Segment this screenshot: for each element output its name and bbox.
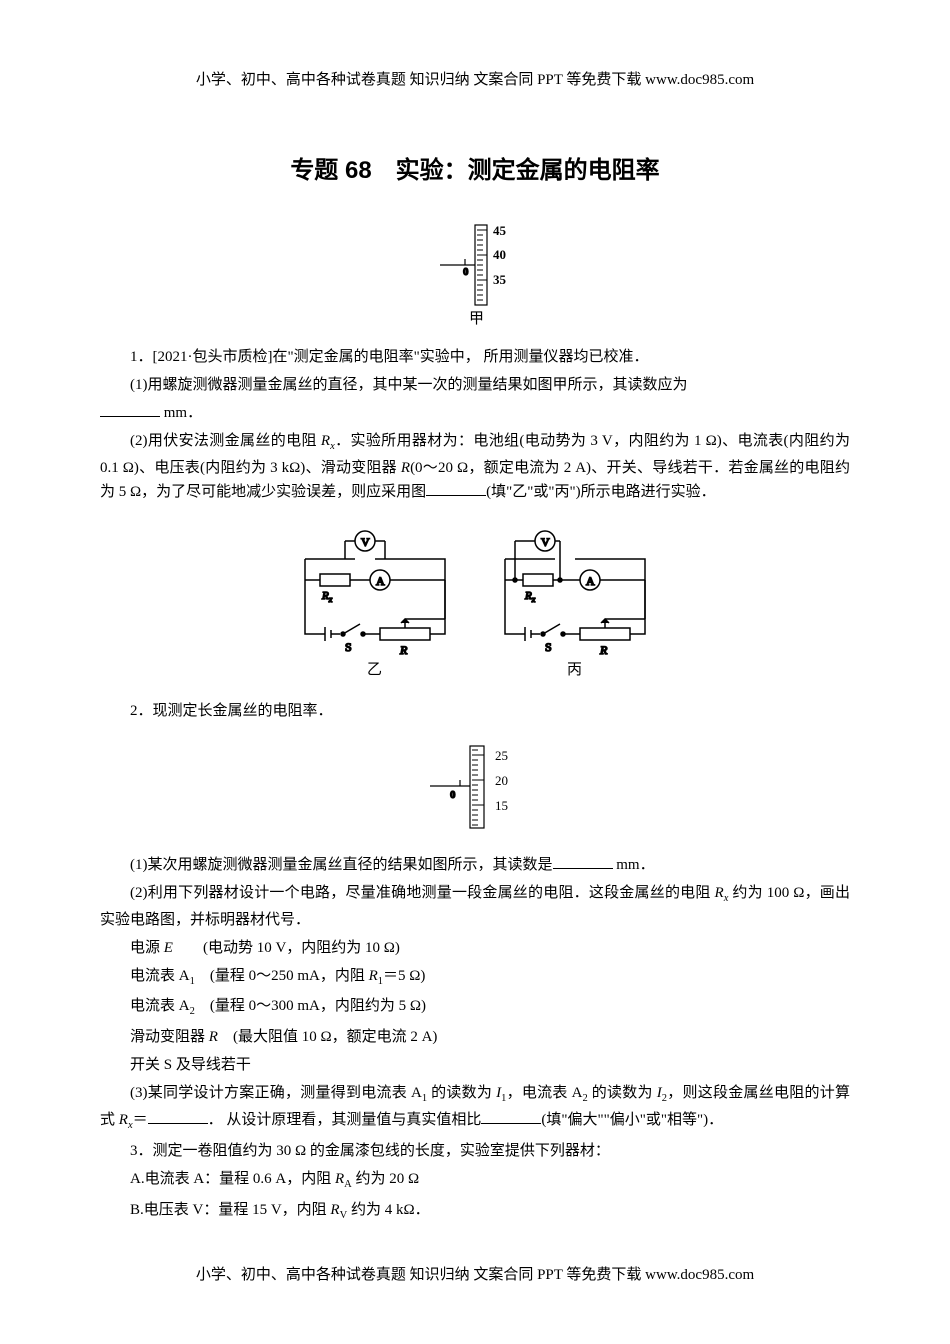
blank-field — [148, 1109, 208, 1124]
svg-text:35: 35 — [493, 272, 507, 287]
q1-intro: 1．[2021·包头市质检]在"测定金属的电阻率"实验中， 所用测量仪器均已校准… — [100, 345, 850, 369]
equip-e: 电源 E (电动势 10 V，内阻约为 10 Ω) — [100, 936, 850, 960]
q3-b: B.电压表 V：量程 15 V，内阻 RV 约为 4 kΩ． — [100, 1198, 850, 1225]
svg-text:甲: 甲 — [469, 311, 484, 325]
equip-a1: 电流表 A1 (量程 0～250 mA，内阻 R1＝5 Ω) — [100, 964, 850, 991]
svg-text:R: R — [599, 643, 608, 657]
svg-text:A: A — [376, 574, 385, 588]
blank-field — [481, 1109, 541, 1124]
blank-field — [553, 854, 613, 869]
svg-text:R: R — [399, 643, 408, 657]
q1-1-blank: mm． — [100, 401, 850, 425]
micrometer-figure-2: 0 25 20 15 — [100, 738, 850, 838]
q1-2: (2)用伏安法测金属丝的电阻 Rx．实验所用器材为：电池组(电动势为 3 V，内… — [100, 429, 850, 504]
svg-text:0: 0 — [463, 266, 469, 278]
circuit-figure: V Rx A S R — [100, 519, 850, 684]
svg-text:乙: 乙 — [367, 662, 382, 678]
svg-text:15: 15 — [495, 798, 508, 813]
page-footer: 小学、初中、高中各种试卷真题 知识归纳 文案合同 PPT 等免费下载 www.d… — [0, 1263, 950, 1284]
q2-3: (3)某同学设计方案正确，测量得到电流表 A1 的读数为 I1，电流表 A2 的… — [100, 1081, 850, 1135]
q2-intro: 2．现测定长金属丝的电阻率． — [100, 699, 850, 723]
blank-field — [426, 481, 486, 496]
equip-r: 滑动变阻器 R (最大阻值 10 Ω，额定电流 2 A) — [100, 1025, 850, 1049]
svg-text:V: V — [361, 535, 370, 549]
blank-field — [100, 402, 160, 417]
svg-text:丙: 丙 — [567, 662, 582, 678]
svg-text:0: 0 — [450, 789, 456, 801]
q1-1: (1)用螺旋测微器测量金属丝的直径，其中某一次的测量结果如图甲所示，其读数应为 — [100, 373, 850, 397]
q2-2: (2)利用下列器材设计一个电路，尽量准确地测量一段金属丝的电阻．这段金属丝的电阻… — [100, 881, 850, 932]
q2-1: (1)某次用螺旋测微器测量金属丝直径的结果如图所示，其读数是 mm． — [100, 853, 850, 877]
q3-a: A.电流表 A：量程 0.6 A，内阻 RA 约为 20 Ω — [100, 1167, 850, 1194]
page-title: 专题 68 实验：测定金属的电阻率 — [100, 150, 850, 185]
svg-text:45: 45 — [493, 223, 507, 238]
svg-text:40: 40 — [493, 247, 506, 262]
svg-text:S: S — [345, 640, 352, 654]
page-header: 小学、初中、高中各种试卷真题 知识归纳 文案合同 PPT 等免费下载 www.d… — [0, 68, 950, 89]
svg-text:Rx: Rx — [524, 590, 536, 604]
equip-a2: 电流表 A2 (量程 0～300 mA，内阻约为 5 Ω) — [100, 994, 850, 1021]
svg-text:20: 20 — [495, 773, 508, 788]
equip-s: 开关 S 及导线若干 — [100, 1053, 850, 1077]
q3-intro: 3．测定一卷阻值约为 30 Ω 的金属漆包线的长度，实验室提供下列器材： — [100, 1139, 850, 1163]
svg-text:25: 25 — [495, 748, 508, 763]
svg-text:A: A — [586, 574, 595, 588]
micrometer-figure-1: 0 45 40 35 甲 — [100, 215, 850, 330]
svg-text:S: S — [545, 640, 552, 654]
svg-text:Rx: Rx — [321, 590, 333, 604]
svg-text:V: V — [541, 535, 550, 549]
